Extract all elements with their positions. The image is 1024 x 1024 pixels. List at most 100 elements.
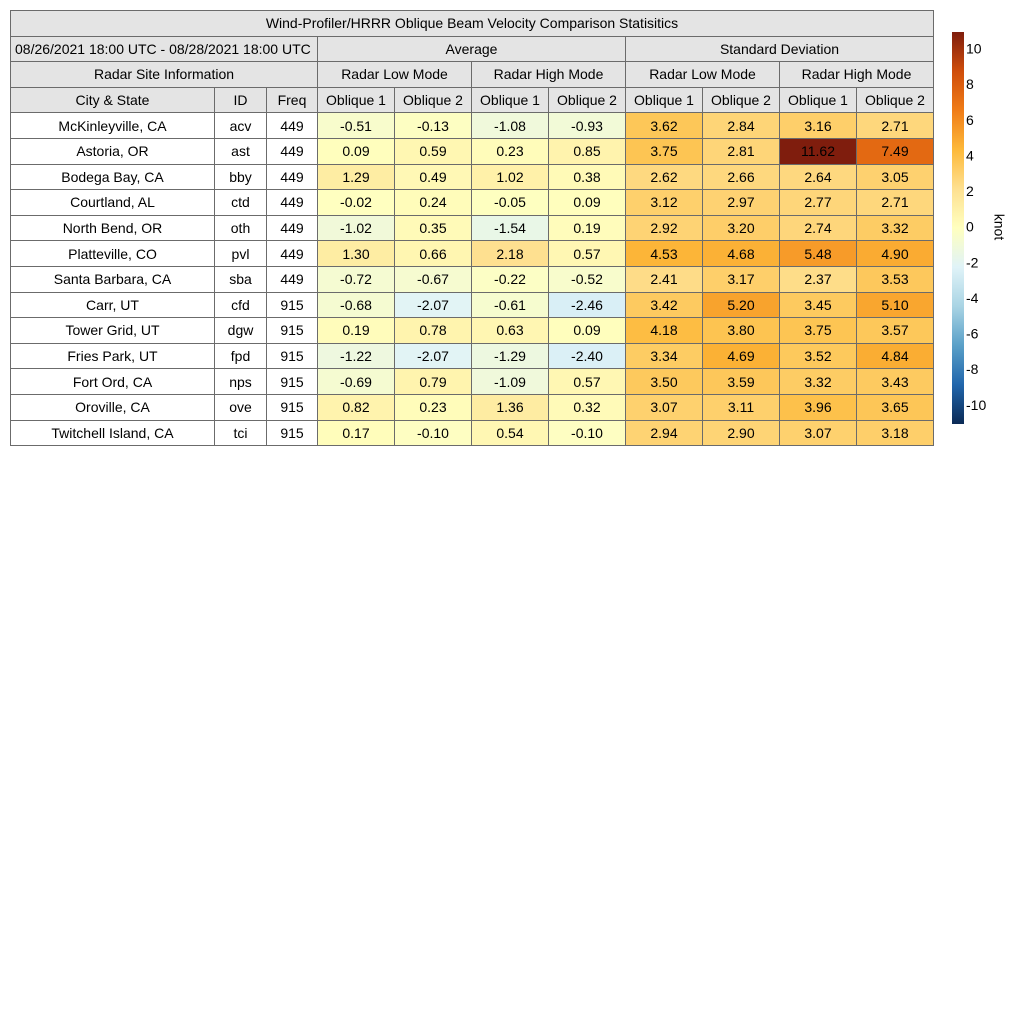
avg-low-oblique1-cell: -0.68 (317, 291, 395, 319)
sd-high-oblique1-cell: 3.16 (779, 112, 857, 139)
sd-high-oblique2-cell: 3.53 (856, 265, 934, 293)
sd-high-oblique2-cell: 3.05 (856, 163, 934, 191)
avg-low-oblique2-cell: 0.66 (394, 240, 472, 267)
colorbar-tick-label: -4 (966, 290, 979, 306)
city-cell: Tower Grid, UT (10, 317, 215, 344)
site-id-cell: fpd (214, 342, 267, 370)
freq-cell: 449 (266, 112, 318, 139)
table-row: Platteville, CO pvl 449 1.30 0.66 2.18 0.57 4.5… (10, 240, 934, 267)
avg-low-oblique1-cell: -1.22 (317, 342, 395, 370)
avg-low-oblique1-cell: -1.02 (317, 214, 395, 242)
sd-low-oblique1-header: Oblique 1 (625, 86, 703, 114)
sd-high-oblique2-cell: 2.71 (856, 189, 934, 216)
date-range: 08/26/2021 18:00 UTC - 08/28/2021 18:00 … (10, 35, 318, 63)
avg-low-oblique1-cell: -0.02 (317, 189, 395, 216)
avg-low-oblique1-header: Oblique 1 (317, 86, 395, 114)
sd-high-oblique1-cell: 2.37 (779, 265, 857, 293)
sd-low-oblique2-header: Oblique 2 (702, 86, 780, 114)
avg-low-oblique2-cell: -2.07 (394, 342, 472, 370)
table-row: Fries Park, UT fpd 915 -1.22 -2.07 -1.29 -2.40… (10, 342, 934, 370)
sd-high-oblique2-cell: 2.71 (856, 112, 934, 139)
city-cell: Courtland, AL (10, 189, 215, 216)
sd-low-oblique2-cell: 3.11 (702, 393, 780, 421)
avg-high-oblique2-cell: -2.40 (548, 342, 626, 370)
avg-low-oblique1-cell: 1.29 (317, 163, 395, 191)
sd-low-oblique2-cell: 3.20 (702, 214, 780, 242)
city-cell: Oroville, CA (10, 393, 215, 421)
sd-high-oblique1-cell: 3.45 (779, 291, 857, 319)
sd-high-oblique2-cell: 3.18 (856, 419, 934, 447)
table-row: McKinleyville, CA acv 449 -0.51 -0.13 -1.08 -0… (10, 112, 934, 139)
avg-low-oblique2-cell: 0.59 (394, 137, 472, 165)
sd-high-oblique1-cell: 3.32 (779, 368, 857, 395)
avg-high-oblique2-header: Oblique 2 (548, 86, 626, 114)
sd-low-oblique1-cell: 3.42 (625, 291, 703, 319)
site-id-cell: dgw (214, 317, 267, 344)
avg-high-oblique2-cell: 0.32 (548, 393, 626, 421)
avg-high-oblique2-cell: 0.19 (548, 214, 626, 242)
sd-high-mode-header: Radar High Mode (779, 61, 934, 88)
avg-low-oblique1-cell: 0.19 (317, 317, 395, 344)
site-id-cell: cfd (214, 291, 267, 319)
sd-low-oblique1-cell: 2.62 (625, 163, 703, 191)
avg-high-oblique1-header: Oblique 1 (471, 86, 549, 114)
colorbar-tick-label: 4 (966, 147, 974, 163)
freq-cell: 915 (266, 419, 318, 447)
sd-high-oblique1-cell: 5.48 (779, 240, 857, 267)
freq-cell: 915 (266, 317, 318, 344)
avg-high-oblique1-cell: 0.54 (471, 419, 549, 447)
freq-cell: 915 (266, 342, 318, 370)
freq-cell: 449 (266, 240, 318, 267)
city-cell: Astoria, OR (10, 137, 215, 165)
sd-high-oblique1-cell: 2.74 (779, 214, 857, 242)
site-id-cell: oth (214, 214, 267, 242)
freq-cell: 915 (266, 291, 318, 319)
sd-low-oblique1-cell: 3.07 (625, 393, 703, 421)
avg-high-oblique2-cell: 0.09 (548, 317, 626, 344)
std-dev-header: Standard Deviation (625, 35, 934, 63)
avg-high-oblique1-cell: -0.05 (471, 189, 549, 216)
sd-low-oblique1-cell: 3.62 (625, 112, 703, 139)
table-row: Oroville, CA ove 915 0.82 0.23 1.36 0.32 3.07 3.… (10, 393, 934, 421)
city-cell: North Bend, OR (10, 214, 215, 242)
avg-low-oblique2-cell: 0.23 (394, 393, 472, 421)
sd-low-oblique2-cell: 3.80 (702, 317, 780, 344)
avg-low-oblique1-cell: 0.17 (317, 419, 395, 447)
sd-low-oblique1-cell: 2.41 (625, 265, 703, 293)
city-cell: Santa Barbara, CA (10, 265, 215, 293)
sd-low-oblique1-cell: 3.12 (625, 189, 703, 216)
avg-low-oblique1-cell: 1.30 (317, 240, 395, 267)
avg-high-oblique2-cell: -0.10 (548, 419, 626, 447)
sd-high-oblique1-header: Oblique 1 (779, 86, 857, 114)
avg-low-oblique1-cell: 0.09 (317, 137, 395, 165)
colorbar-ticks: 10 8 6 4 2 0 -2 -4 -6 -8 -10 (966, 41, 986, 413)
avg-high-oblique1-cell: 0.23 (471, 137, 549, 165)
freq-cell: 449 (266, 137, 318, 165)
sd-low-oblique2-cell: 3.17 (702, 265, 780, 293)
table-title: Wind-Profiler/HRRR Oblique Beam Velocity… (10, 10, 934, 37)
avg-high-oblique2-cell: 0.09 (548, 189, 626, 216)
sd-low-oblique2-cell: 4.69 (702, 342, 780, 370)
city-cell: Twitchell Island, CA (10, 419, 215, 447)
sd-high-oblique2-cell: 3.65 (856, 393, 934, 421)
sd-high-oblique2-header: Oblique 2 (856, 86, 934, 114)
freq-cell: 449 (266, 214, 318, 242)
avg-low-oblique2-cell: -0.13 (394, 112, 472, 139)
sd-low-oblique2-cell: 5.20 (702, 291, 780, 319)
avg-low-oblique2-cell: -0.67 (394, 265, 472, 293)
city-cell: Bodega Bay, CA (10, 163, 215, 191)
avg-low-oblique2-header: Oblique 2 (394, 86, 472, 114)
city-cell: McKinleyville, CA (10, 112, 215, 139)
avg-low-oblique2-cell: 0.49 (394, 163, 472, 191)
sd-high-oblique2-cell: 5.10 (856, 291, 934, 319)
colorbar-tick-label: -10 (966, 397, 986, 413)
avg-high-oblique2-cell: 0.38 (548, 163, 626, 191)
sd-high-oblique2-cell: 4.90 (856, 240, 934, 267)
city-cell: Carr, UT (10, 291, 215, 319)
avg-high-oblique1-cell: -0.22 (471, 265, 549, 293)
city-cell: Platteville, CO (10, 240, 215, 267)
avg-high-oblique2-cell: 0.57 (548, 368, 626, 395)
site-id-cell: pvl (214, 240, 267, 267)
sd-low-oblique1-cell: 3.75 (625, 137, 703, 165)
freq-cell: 449 (266, 265, 318, 293)
